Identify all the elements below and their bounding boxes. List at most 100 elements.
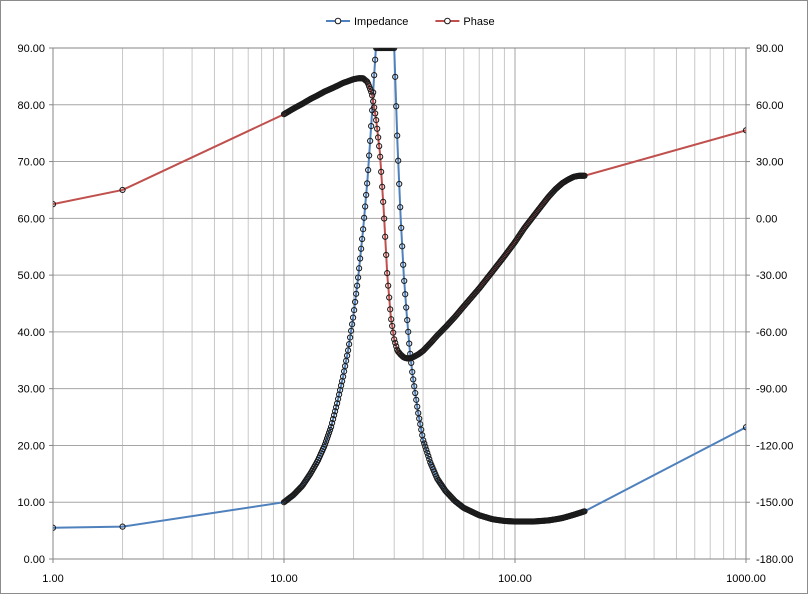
phase-point bbox=[369, 92, 376, 99]
impedance-point bbox=[363, 191, 370, 199]
y2-tick-label: 60.00 bbox=[756, 100, 784, 112]
phase-point bbox=[373, 117, 380, 124]
phase-point bbox=[377, 153, 384, 160]
phase-point bbox=[581, 172, 588, 179]
impedance-point bbox=[396, 180, 403, 188]
legend-item-phase: Phase bbox=[435, 16, 495, 28]
impedance-point bbox=[391, 48, 398, 52]
phase-point bbox=[366, 83, 373, 90]
phase-point bbox=[365, 80, 372, 87]
impedance-point bbox=[361, 214, 368, 221]
impedance-point bbox=[360, 226, 367, 233]
impedance-point bbox=[334, 400, 341, 407]
x-tick-label: 1.00 bbox=[42, 573, 63, 585]
impedance-point bbox=[422, 443, 429, 450]
impedance-point bbox=[409, 368, 416, 376]
y-tick-label: 40.00 bbox=[17, 327, 45, 339]
impedance-point bbox=[401, 277, 408, 285]
y-axis-left: 0.00 10.00 20.00 30.00 40.00 50.00 60.00 70.00 8… bbox=[17, 43, 53, 566]
impedance-point bbox=[365, 166, 372, 174]
y-tick-label: 90.00 bbox=[17, 43, 45, 55]
phase-point bbox=[385, 282, 392, 289]
y-tick-label: 80.00 bbox=[17, 100, 45, 112]
phase-point bbox=[119, 186, 126, 194]
impedance-markers bbox=[53, 48, 746, 531]
impedance-point bbox=[345, 347, 352, 354]
impedance-point bbox=[399, 243, 406, 250]
impedance-point bbox=[372, 56, 379, 63]
impedance-point bbox=[394, 132, 401, 139]
phase-point bbox=[389, 322, 396, 330]
impedance-point bbox=[350, 314, 357, 321]
impedance-point bbox=[356, 265, 363, 272]
impedance-point bbox=[403, 304, 410, 311]
impedance-point bbox=[358, 245, 365, 252]
phase-point bbox=[391, 336, 398, 343]
impedance-point bbox=[324, 432, 332, 439]
impedance-point bbox=[327, 423, 335, 430]
impedance-point bbox=[352, 298, 359, 306]
impedance-point bbox=[321, 441, 329, 448]
impedance-line bbox=[53, 48, 746, 529]
impedance-point bbox=[366, 152, 373, 159]
x-tick-label: 10.00 bbox=[270, 573, 298, 585]
phase-point bbox=[383, 251, 390, 259]
phase-point bbox=[368, 88, 375, 95]
impedance-point bbox=[331, 408, 339, 415]
impedance-point bbox=[354, 282, 361, 289]
impedance-point bbox=[337, 386, 344, 394]
phase-point bbox=[381, 215, 388, 222]
phase-point bbox=[386, 294, 393, 301]
impedance-point bbox=[323, 435, 331, 442]
series-layer bbox=[53, 48, 746, 531]
x-axis: 1.00 10.00 100.00 1000.00 bbox=[42, 559, 766, 585]
impedance-point bbox=[349, 321, 356, 328]
impedance-point bbox=[425, 452, 432, 460]
impedance-point bbox=[414, 403, 421, 410]
y-tick-label: 60.00 bbox=[17, 213, 45, 225]
impedance-point bbox=[351, 306, 358, 314]
phase-point bbox=[370, 98, 377, 105]
impedance-point bbox=[424, 449, 431, 456]
impedance-point bbox=[326, 426, 334, 433]
impedance-point bbox=[742, 424, 746, 431]
impedance-point bbox=[119, 523, 126, 530]
impedance-point bbox=[395, 157, 402, 164]
phase-point bbox=[376, 143, 383, 150]
legend-item-impedance: Impedance bbox=[326, 16, 408, 28]
phase-point bbox=[390, 329, 397, 336]
y2-tick-label: -180.00 bbox=[756, 554, 793, 566]
impedance-point bbox=[355, 274, 362, 281]
y-tick-label: 70.00 bbox=[17, 157, 45, 169]
y-tick-label: 10.00 bbox=[17, 497, 45, 509]
plot-area-border bbox=[52, 47, 747, 560]
impedance-point bbox=[336, 391, 343, 398]
impedance-point bbox=[347, 334, 354, 341]
impedance-point bbox=[305, 472, 313, 479]
impedance-point bbox=[367, 137, 374, 144]
impedance-point bbox=[329, 416, 337, 423]
phase-point bbox=[374, 125, 381, 132]
impedance-point bbox=[421, 440, 428, 447]
impedance-point bbox=[393, 103, 400, 110]
legend-swatch-marker bbox=[444, 17, 451, 25]
impedance-point bbox=[392, 73, 399, 80]
y2-tick-label: -60.00 bbox=[756, 327, 787, 339]
legend-label: Phase bbox=[463, 16, 494, 28]
grid bbox=[52, 47, 746, 560]
phase-point bbox=[380, 198, 387, 205]
impedance-point bbox=[371, 72, 378, 79]
impedance-point bbox=[413, 396, 420, 403]
impedance-point bbox=[325, 429, 333, 436]
y2-tick-label: -150.00 bbox=[756, 497, 793, 509]
impedance-point bbox=[348, 327, 355, 334]
impedance-point bbox=[406, 340, 413, 347]
impedance-point bbox=[362, 203, 369, 210]
plot-frame bbox=[52, 47, 747, 560]
phase-markers bbox=[53, 75, 746, 362]
y2-tick-label: -90.00 bbox=[756, 384, 787, 396]
phase-point bbox=[382, 233, 389, 240]
impedance-point bbox=[426, 456, 433, 463]
